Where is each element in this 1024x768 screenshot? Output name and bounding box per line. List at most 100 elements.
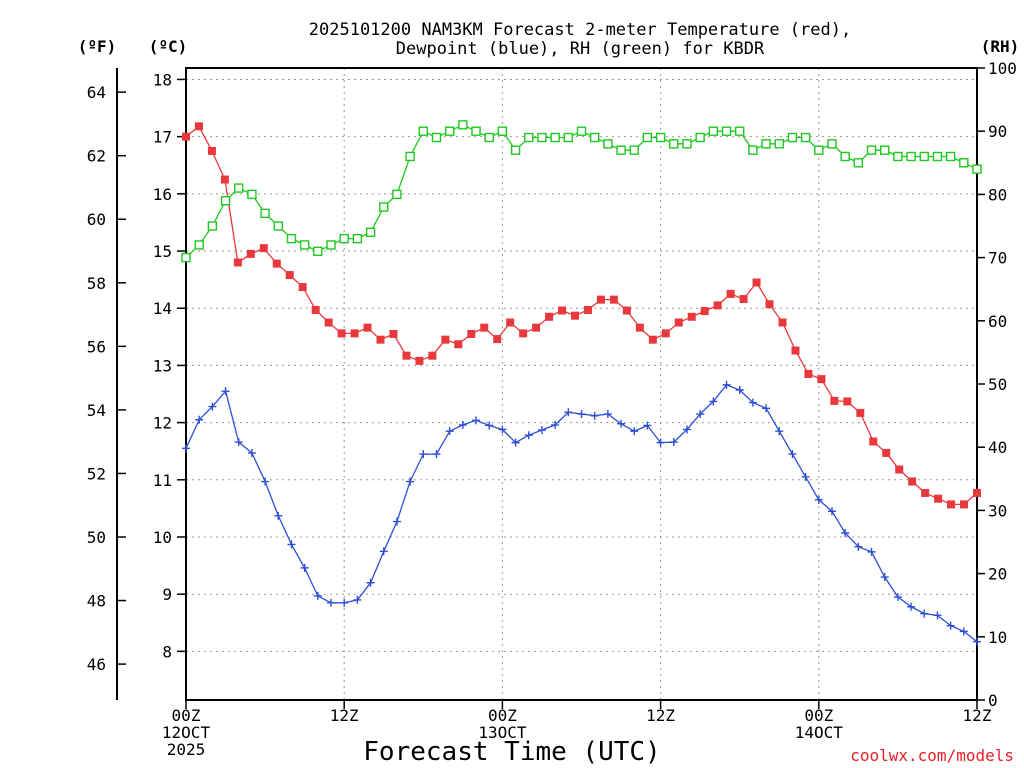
point-2-meter-temperature-11 [324,318,333,327]
point-rh-60 [972,164,982,174]
point-2-meter-temperature-32 [596,295,605,304]
point-dewpoint-8 [287,540,296,549]
point-rh-51 [853,158,864,168]
point-dewpoint-7 [274,511,283,520]
point-2-meter-temperature-14 [363,323,372,332]
point-rh-48 [814,145,824,155]
point-dewpoint-54 [893,593,902,602]
point-dewpoint-59 [959,627,968,636]
point-rh-14 [365,227,376,238]
rh-tick-label-60: 60 [988,312,1007,331]
point-dewpoint-5 [247,448,256,457]
point-dewpoint-42 [735,386,744,395]
celsius-tick-label-18: 18 [153,70,172,89]
point-rh-29 [563,132,574,143]
point-rh-43 [748,145,758,155]
point-2-meter-temperature-4 [233,258,242,267]
point-2-meter-temperature-22 [467,329,476,338]
point-2-meter-temperature-56 [908,477,917,486]
time-tick-label-24-0: 00Z [488,706,517,725]
point-rh-28 [550,132,560,143]
point-2-meter-temperature-58 [934,494,943,503]
point-2-meter-temperature-54 [882,448,891,457]
point-rh-26 [524,132,534,143]
point-dewpoint-57 [933,611,942,620]
point-2-meter-temperature-2 [207,146,216,155]
point-2-meter-temperature-24 [493,335,502,344]
point-rh-50 [840,151,850,162]
chart-title-line-1: 2025101200 NAM3KM Forecast 2-meter Tempe… [309,20,851,40]
point-rh-5 [247,189,257,200]
point-dewpoint-28 [551,420,560,429]
point-dewpoint-34 [630,427,639,436]
point-dewpoint-27 [537,426,546,435]
point-dewpoint-17 [406,477,415,486]
point-2-meter-temperature-53 [869,437,878,446]
point-rh-22 [471,126,481,136]
time-tick-label-12-0: 12Z [330,706,359,725]
x-axis-title: Forecast Time (UTC) [363,737,660,767]
point-2-meter-temperature-48 [804,369,813,378]
point-dewpoint-46 [788,450,797,459]
point-dewpoint-41 [722,380,731,389]
point-rh-11 [326,240,336,250]
point-dewpoint-10 [313,591,322,600]
point-rh-15 [379,202,389,212]
point-rh-25 [510,145,521,155]
point-rh-41 [721,126,732,136]
point-dewpoint-6 [261,477,270,486]
point-dewpoint-29 [564,408,573,417]
point-2-meter-temperature-50 [830,396,839,405]
point-rh-47 [800,132,811,143]
time-tick-label-0-0: 00Z [172,706,201,725]
point-dewpoint-58 [946,621,955,630]
point-rh-35 [642,132,653,143]
point-2-meter-temperature-20 [441,335,450,344]
point-dewpoint-2 [208,402,217,411]
point-dewpoint-18 [419,450,428,459]
point-2-meter-temperature-7 [272,259,281,268]
point-2-meter-temperature-45 [765,300,774,309]
point-dewpoint-26 [524,431,533,440]
point-dewpoint-23 [485,421,494,430]
rh-tick-label-0: 0 [988,691,998,710]
point-dewpoint-39 [696,410,705,419]
point-dewpoint-1 [195,415,204,424]
point-2-meter-temperature-30 [571,311,580,320]
point-rh-24 [497,126,508,136]
point-rh-36 [655,132,666,143]
point-rh-2 [207,221,218,231]
point-dewpoint-25 [511,438,520,447]
celsius-tick-label-10: 10 [153,528,172,547]
point-2-meter-temperature-29 [558,306,567,315]
point-rh-21 [458,120,468,130]
point-2-meter-temperature-28 [545,312,554,321]
point-2-meter-temperature-6 [259,244,268,253]
point-2-meter-temperature-47 [791,346,800,355]
point-rh-58 [945,151,956,162]
point-2-meter-temperature-26 [519,329,528,338]
credit-text: coolwx.com/models [850,746,1014,765]
rh-tick-label-40: 40 [988,438,1007,457]
point-rh-27 [537,132,547,143]
point-dewpoint-53 [880,573,889,582]
point-rh-8 [286,233,297,244]
point-dewpoint-38 [682,425,691,434]
fahrenheit-tick-label-64: 64 [87,83,106,102]
point-2-meter-temperature-43 [739,295,748,304]
celsius-tick-label-14: 14 [153,299,172,318]
fahrenheit-tick-label-56: 56 [87,337,106,356]
point-2-meter-temperature-31 [583,305,592,314]
point-rh-20 [444,126,455,136]
point-dewpoint-56 [920,609,929,618]
point-2-meter-temperature-37 [661,329,670,338]
fahrenheit-tick-label-46: 46 [87,655,106,674]
point-2-meter-temperature-38 [674,318,683,327]
axes: 8 9 10 11 12 13 14 15 16 17 18 46 48 50 52 54 56 58 60 62 64… [87,59,1017,759]
point-dewpoint-47 [801,472,810,481]
point-rh-6 [260,208,270,219]
point-2-meter-temperature-44 [752,278,761,287]
point-rh-7 [273,221,283,231]
fahrenheit-tick-label-60: 60 [87,210,106,229]
